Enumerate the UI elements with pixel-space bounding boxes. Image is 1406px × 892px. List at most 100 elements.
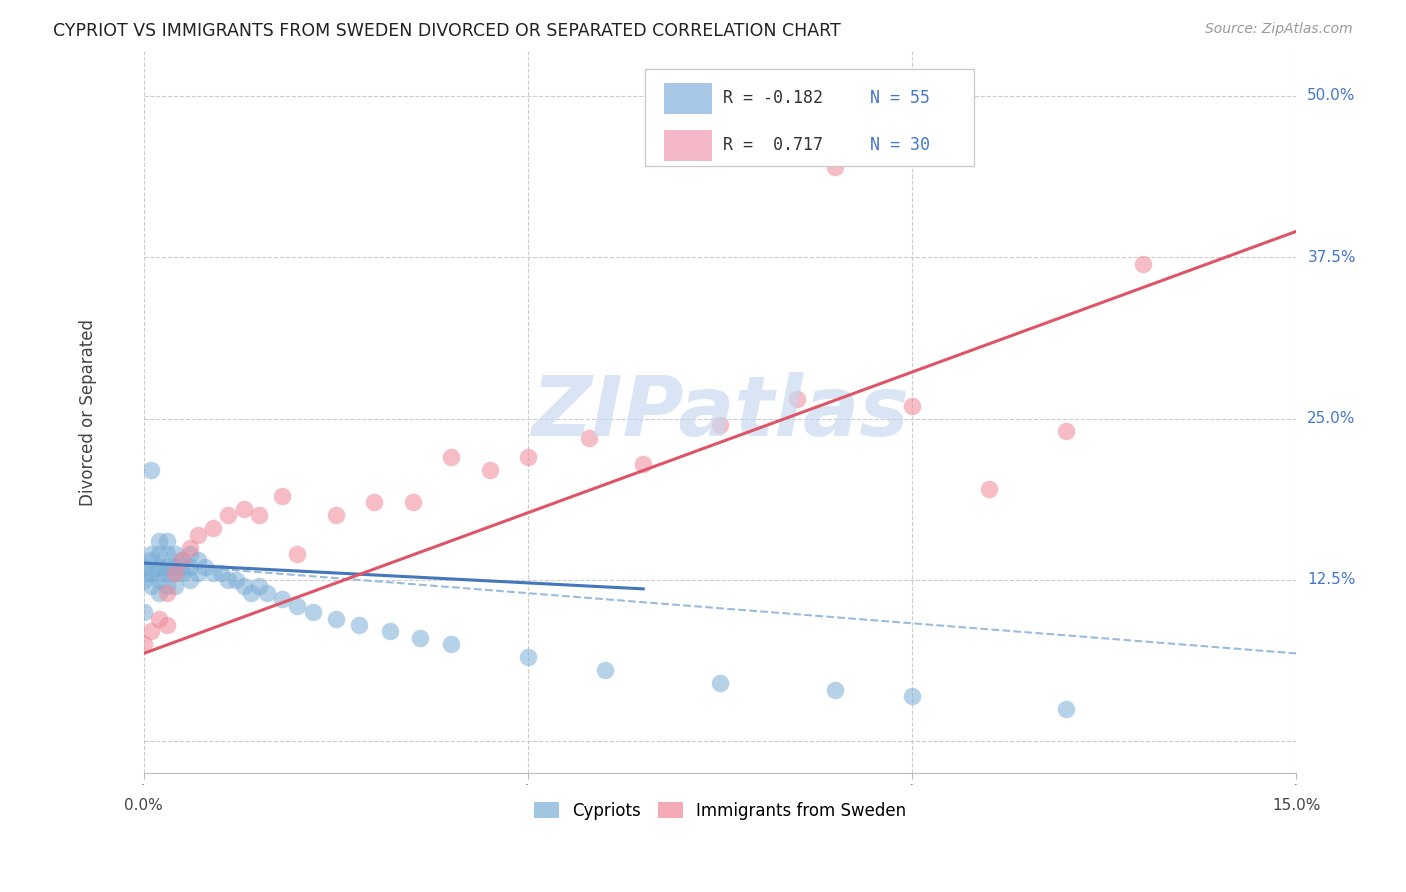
Point bbox=[901, 399, 924, 413]
Point bbox=[156, 547, 179, 561]
Point bbox=[325, 611, 347, 625]
Point bbox=[824, 160, 846, 174]
Point bbox=[179, 547, 201, 561]
Point bbox=[1132, 257, 1154, 271]
Point bbox=[1054, 702, 1077, 716]
Point bbox=[163, 560, 186, 574]
Point bbox=[347, 618, 370, 632]
Point bbox=[172, 553, 194, 567]
Point bbox=[148, 611, 170, 625]
Point bbox=[172, 566, 194, 581]
Point bbox=[440, 637, 463, 651]
Point bbox=[156, 534, 179, 549]
Point bbox=[148, 573, 170, 587]
Point bbox=[709, 417, 731, 432]
Point bbox=[516, 450, 538, 465]
Point bbox=[232, 579, 254, 593]
Point bbox=[287, 547, 309, 561]
Point bbox=[786, 392, 808, 406]
Text: 12.5%: 12.5% bbox=[1308, 573, 1355, 587]
Point bbox=[172, 560, 194, 574]
Point bbox=[148, 547, 170, 561]
Point bbox=[301, 605, 323, 619]
Point bbox=[271, 592, 294, 607]
Point bbox=[824, 682, 846, 697]
Point bbox=[148, 566, 170, 581]
FancyBboxPatch shape bbox=[664, 83, 711, 113]
Point bbox=[179, 560, 201, 574]
Point bbox=[132, 566, 155, 581]
Point bbox=[148, 560, 170, 574]
Text: Source: ZipAtlas.com: Source: ZipAtlas.com bbox=[1205, 22, 1353, 37]
Point bbox=[409, 631, 432, 645]
Point bbox=[156, 560, 179, 574]
Point bbox=[578, 431, 600, 445]
Point bbox=[132, 605, 155, 619]
Point bbox=[440, 450, 463, 465]
Text: R =  0.717: R = 0.717 bbox=[724, 136, 824, 153]
Point bbox=[709, 676, 731, 690]
Text: 25.0%: 25.0% bbox=[1308, 411, 1355, 426]
Point bbox=[1054, 425, 1077, 439]
Point bbox=[247, 508, 270, 523]
Legend: Cypriots, Immigrants from Sweden: Cypriots, Immigrants from Sweden bbox=[527, 795, 912, 827]
Point bbox=[163, 566, 186, 581]
Point bbox=[363, 495, 385, 509]
Point bbox=[247, 579, 270, 593]
Point bbox=[148, 534, 170, 549]
Point bbox=[156, 579, 179, 593]
FancyBboxPatch shape bbox=[664, 130, 711, 161]
Point bbox=[287, 599, 309, 613]
Point bbox=[378, 624, 401, 639]
FancyBboxPatch shape bbox=[645, 69, 973, 166]
Point bbox=[402, 495, 425, 509]
Point bbox=[478, 463, 501, 477]
Point bbox=[187, 527, 209, 541]
Point bbox=[256, 586, 278, 600]
Text: CYPRIOT VS IMMIGRANTS FROM SWEDEN DIVORCED OR SEPARATED CORRELATION CHART: CYPRIOT VS IMMIGRANTS FROM SWEDEN DIVORC… bbox=[53, 22, 841, 40]
Point bbox=[271, 489, 294, 503]
Point bbox=[141, 579, 163, 593]
Point bbox=[187, 566, 209, 581]
Point bbox=[156, 618, 179, 632]
Point bbox=[179, 573, 201, 587]
Text: N = 55: N = 55 bbox=[870, 88, 929, 107]
Point bbox=[194, 560, 217, 574]
Point bbox=[225, 573, 247, 587]
Point bbox=[132, 637, 155, 651]
Point bbox=[631, 457, 654, 471]
Text: Divorced or Separated: Divorced or Separated bbox=[80, 318, 97, 506]
Point bbox=[325, 508, 347, 523]
Text: 15.0%: 15.0% bbox=[1272, 798, 1320, 814]
Point bbox=[593, 663, 616, 677]
Point bbox=[141, 553, 163, 567]
Point bbox=[201, 521, 224, 535]
Point bbox=[148, 586, 170, 600]
Point bbox=[132, 573, 155, 587]
Point bbox=[141, 463, 163, 477]
Point bbox=[201, 566, 224, 581]
Point bbox=[163, 547, 186, 561]
Point bbox=[132, 560, 155, 574]
Text: 37.5%: 37.5% bbox=[1308, 250, 1355, 265]
Point bbox=[209, 566, 232, 581]
Point bbox=[187, 553, 209, 567]
Point bbox=[516, 650, 538, 665]
Point bbox=[156, 566, 179, 581]
Point bbox=[977, 483, 1000, 497]
Point bbox=[172, 553, 194, 567]
Point bbox=[179, 541, 201, 555]
Point bbox=[156, 586, 179, 600]
Point bbox=[141, 624, 163, 639]
Text: N = 30: N = 30 bbox=[870, 136, 929, 153]
Point bbox=[163, 566, 186, 581]
Text: 0.0%: 0.0% bbox=[124, 798, 163, 814]
Point bbox=[163, 579, 186, 593]
Text: ZIPatlas: ZIPatlas bbox=[531, 372, 908, 452]
Point bbox=[901, 689, 924, 703]
Point bbox=[232, 501, 254, 516]
Point bbox=[141, 547, 163, 561]
Point bbox=[240, 586, 263, 600]
Point bbox=[217, 508, 239, 523]
Point bbox=[141, 566, 163, 581]
